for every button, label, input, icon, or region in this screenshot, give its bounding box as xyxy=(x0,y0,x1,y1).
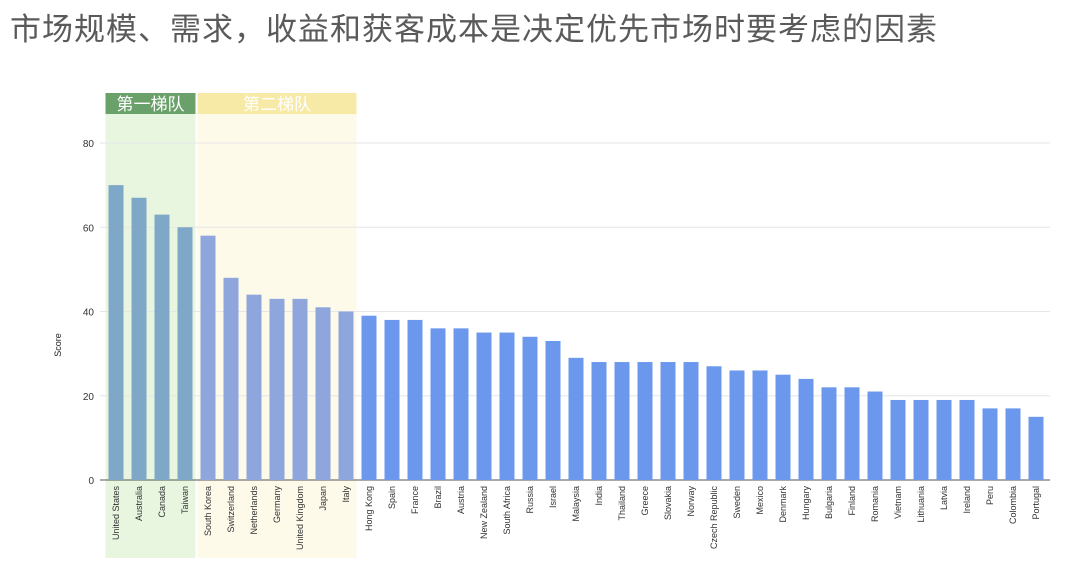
bar xyxy=(568,357,584,480)
bar xyxy=(545,340,561,480)
x-tick-label: Brazil xyxy=(433,486,443,509)
y-tick-label: 40 xyxy=(83,308,95,319)
bar xyxy=(522,336,538,480)
y-tick-label: 60 xyxy=(83,223,95,234)
x-tick-label: Greece xyxy=(640,486,650,516)
bar xyxy=(384,319,400,480)
x-tick-label: Thailand xyxy=(617,486,627,521)
x-tick-label: United States xyxy=(111,486,121,541)
x-tick-label: Norway xyxy=(686,486,696,517)
tier-label-2: 第二梯队 xyxy=(243,95,311,115)
bar xyxy=(614,362,630,480)
bar xyxy=(476,332,492,480)
x-tick-label: Denmark xyxy=(778,486,788,523)
x-tick-label: France xyxy=(410,486,420,514)
x-tick-label: Switzerland xyxy=(226,486,236,533)
x-tick-label: Slovakia xyxy=(663,486,673,520)
x-tick-label: Hungary xyxy=(801,486,811,521)
x-tick-label: Bulgaria xyxy=(824,486,834,519)
bar xyxy=(131,197,147,480)
x-tick-label: South Korea xyxy=(203,486,213,536)
bars xyxy=(108,185,1044,481)
bar xyxy=(844,387,860,480)
bar xyxy=(890,399,906,480)
x-tick-label: Latvia xyxy=(939,486,949,510)
bar xyxy=(706,366,722,480)
x-tick-label: Australia xyxy=(134,486,144,521)
bar xyxy=(1005,408,1021,480)
bar xyxy=(752,370,768,480)
bar xyxy=(223,277,239,480)
bar xyxy=(867,391,883,480)
bar xyxy=(683,362,699,480)
bar xyxy=(775,374,791,480)
x-tick-label: Israel xyxy=(548,486,558,508)
bar xyxy=(798,378,814,480)
x-tick-label: Russia xyxy=(525,486,535,514)
x-tick-label: Czech Republic xyxy=(709,486,719,550)
bar xyxy=(430,328,446,480)
bar xyxy=(982,408,998,480)
x-tick-label: Germany xyxy=(272,486,282,524)
y-tick-label: 80 xyxy=(83,139,95,150)
x-tick-label: United Kingdom xyxy=(295,486,305,550)
x-tick-label: Austria xyxy=(456,486,466,514)
bar xyxy=(453,328,469,480)
x-tick-label: Japan xyxy=(318,486,328,511)
bar xyxy=(246,294,262,480)
x-tick-label: Portugal xyxy=(1031,486,1041,520)
bar xyxy=(361,315,377,480)
tier-header-1 xyxy=(105,93,196,114)
x-tick-label: Sweden xyxy=(732,486,742,519)
bar xyxy=(729,370,745,480)
bar xyxy=(821,387,837,480)
y-axis-title: Score xyxy=(53,333,63,357)
x-tick-label: Canada xyxy=(157,486,167,518)
bar xyxy=(269,298,285,480)
x-tick-label: Finland xyxy=(847,486,857,516)
bar xyxy=(407,319,423,480)
x-tick-label: Spain xyxy=(387,486,397,509)
x-tick-label: Romania xyxy=(870,486,880,522)
x-tick-label: Vietnam xyxy=(893,486,903,519)
x-tick-label: Mexico xyxy=(755,486,765,515)
bar xyxy=(936,399,952,480)
x-tick-label: Ireland xyxy=(962,486,972,514)
x-tick-label: New Zealand xyxy=(479,486,489,539)
x-tick-label: Malaysia xyxy=(571,486,581,522)
y-tick-label: 0 xyxy=(88,476,94,487)
bar xyxy=(499,332,515,480)
x-tick-label: Netherlands xyxy=(249,486,259,535)
x-tick-label: Taiwan xyxy=(180,486,190,514)
page-title: 市场规模、需求，收益和获客成本是决定优先市场时要考虑的因素 xyxy=(10,12,938,48)
bar xyxy=(660,362,676,480)
bar xyxy=(292,298,308,480)
x-labels: United States Australia Canada Taiwan South … xyxy=(111,486,1041,551)
bar xyxy=(200,235,216,480)
bar xyxy=(338,311,354,480)
bar xyxy=(315,307,331,480)
tier-header-2 xyxy=(197,93,357,114)
x-tick-label: Colombia xyxy=(1008,486,1018,524)
tier-label-1: 第一梯队 xyxy=(117,95,185,115)
x-tick-label: Italy xyxy=(341,486,351,503)
x-tick-label: Lithuania xyxy=(916,486,926,523)
bar xyxy=(154,214,170,481)
x-tick-label: India xyxy=(594,486,604,506)
y-tick-label: 20 xyxy=(83,392,95,403)
x-tick-label: South Africa xyxy=(502,486,512,535)
bar xyxy=(177,227,193,480)
bar xyxy=(591,362,607,480)
bar xyxy=(1028,416,1044,480)
bar xyxy=(913,399,929,480)
x-tick-label: Peru xyxy=(985,486,995,505)
bar xyxy=(637,362,653,480)
bar xyxy=(108,185,124,480)
x-tick-label: Hong Kong xyxy=(364,486,374,531)
axis: 0 20 40 60 80 Score xyxy=(53,139,94,487)
bar xyxy=(959,399,975,480)
